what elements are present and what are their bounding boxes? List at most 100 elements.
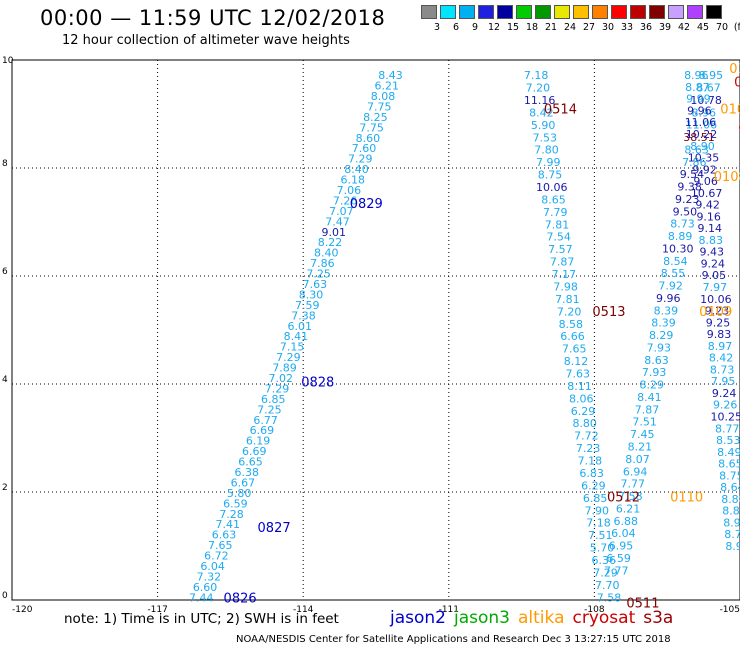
color-swatch [573,5,589,19]
swh-value: 8.42 [529,106,554,119]
swh-value: 7.63 [303,278,328,291]
swh-value: 9.92 [692,163,717,176]
swh-value: 8.65 [541,193,566,206]
swh-value: 7.29 [348,153,373,166]
swh-value: 9.38 [677,181,702,194]
y-tick-label: 8 [2,159,8,169]
swh-value: 7.29 [593,566,618,579]
pass-time-label: 0512 [607,490,640,505]
color-scale-label: 36 [639,22,653,33]
swh-value: 8.39 [654,304,679,317]
swh-value: 7.54 [546,231,571,244]
swh-value: 10.78 [690,94,722,107]
swh-value: 7.26 [333,194,358,207]
swh-value: 11.06 [685,116,717,129]
swh-value: 7.93 [642,366,667,379]
x-tick-label: -114 [293,605,314,615]
swh-value: 6.04 [611,527,636,540]
swh-value: 9.42 [695,199,720,212]
footer-credit: NOAA/NESDIS Center for Satellite Applica… [236,634,671,645]
swh-value: 9.96 [687,104,712,117]
color-scale-label: (ft) [733,22,740,33]
grid-lines [12,60,740,600]
swh-value: 8.64 [720,481,740,494]
swh-value: 7.23 [576,442,601,455]
swh-value: 9.43 [700,246,725,259]
swh-value: 8.22 [318,236,343,249]
swh-value: 8.39 [651,317,676,330]
swh-value: 7.18 [578,455,603,468]
swh-value: 8.90 [690,140,715,153]
swh-value: 9.54 [680,168,705,181]
swh-value: 9.16 [696,210,721,223]
swh-value: 6.21 [375,80,400,93]
swh-value: 8.11 [567,380,592,393]
swh-value: 9.06 [693,175,718,188]
color-swatch [497,5,513,19]
swh-value: 10.35 [688,152,720,165]
swh-value: 8.40 [344,163,369,176]
swh-value: 9.26 [713,399,738,412]
swh-value: 6.04 [200,560,225,573]
swh-value: 10.06 [700,293,732,306]
swh-value: 7.77 [621,478,646,491]
swh-value: 8.67 [696,81,721,94]
swh-value: 10.06 [536,181,568,194]
swh-value: 7.18 [524,69,549,82]
color-swatch [554,5,570,19]
pass-time-label: 010 [720,103,740,118]
swh-value: 7.45 [630,428,655,441]
swh-value: 8.80 [572,417,597,430]
legend-entry-cryosat: cryosat [572,608,636,628]
swh-value: 7.53 [533,131,558,144]
swh-value: 8.87 [685,81,710,94]
swh-value: 7.79 [543,206,568,219]
swh-value: 8.73 [670,218,695,231]
swh-value: 7.65 [562,343,587,356]
color-scale-label: 45 [696,22,710,33]
swh-value: 7.87 [550,256,575,269]
swh-value: 7.95 [711,375,736,388]
swh-value: 7.75 [367,100,392,113]
legend-entry-jason3: jason3 [454,608,510,628]
swh-value: 6.88 [613,515,638,528]
swh-value: 8.12 [564,355,589,368]
swh-value: 6.59 [606,552,631,565]
swh-value: 6.69 [250,424,275,437]
swh-value: 6.29 [581,479,606,492]
swh-value: 7.47 [325,215,350,228]
color-swatch [630,5,646,19]
satellite-legend: jason2 jason3 altika cryosat s3a [390,608,681,628]
swh-value: 7.58 [618,490,643,503]
pass-time-label: 0 [738,122,740,137]
swh-value: 7.99 [536,156,561,169]
y-tick-label: 6 [2,267,8,277]
swh-value: 6.18 [340,174,365,187]
swh-value: 6.69 [242,445,267,458]
swh-value: 7.86 [310,257,335,270]
x-tick-label: -108 [584,605,605,615]
swh-value: 8.29 [649,329,674,342]
swh-value: 8.41 [637,391,662,404]
pass-time-label: 0828 [301,375,334,390]
swh-value: 7.97 [703,281,728,294]
swh-value: 6.59 [223,497,248,510]
color-scale-label: 24 [563,22,577,33]
swh-value: 8.98 [723,516,740,529]
swh-value: 8.21 [628,441,653,454]
swh-value: 7.59 [295,299,320,312]
swh-value: 9.24 [712,387,737,400]
pass-time-label: 0511 [626,597,659,612]
swh-value: 7.07 [329,205,354,218]
color-swatch [611,5,627,19]
swh-value: 6.36 [592,554,617,567]
swh-value: 6.85 [261,393,286,406]
swh-value: 7.98 [553,280,578,293]
swh-value: 7.44 [189,591,214,604]
pass-time-label: 0829 [350,197,383,212]
swh-value: 7.51 [588,529,613,542]
swh-value: 7.63 [566,368,591,381]
swh-value: 7.28 [219,508,244,521]
color-swatch [535,5,551,19]
swh-value: 8.77 [715,422,740,435]
